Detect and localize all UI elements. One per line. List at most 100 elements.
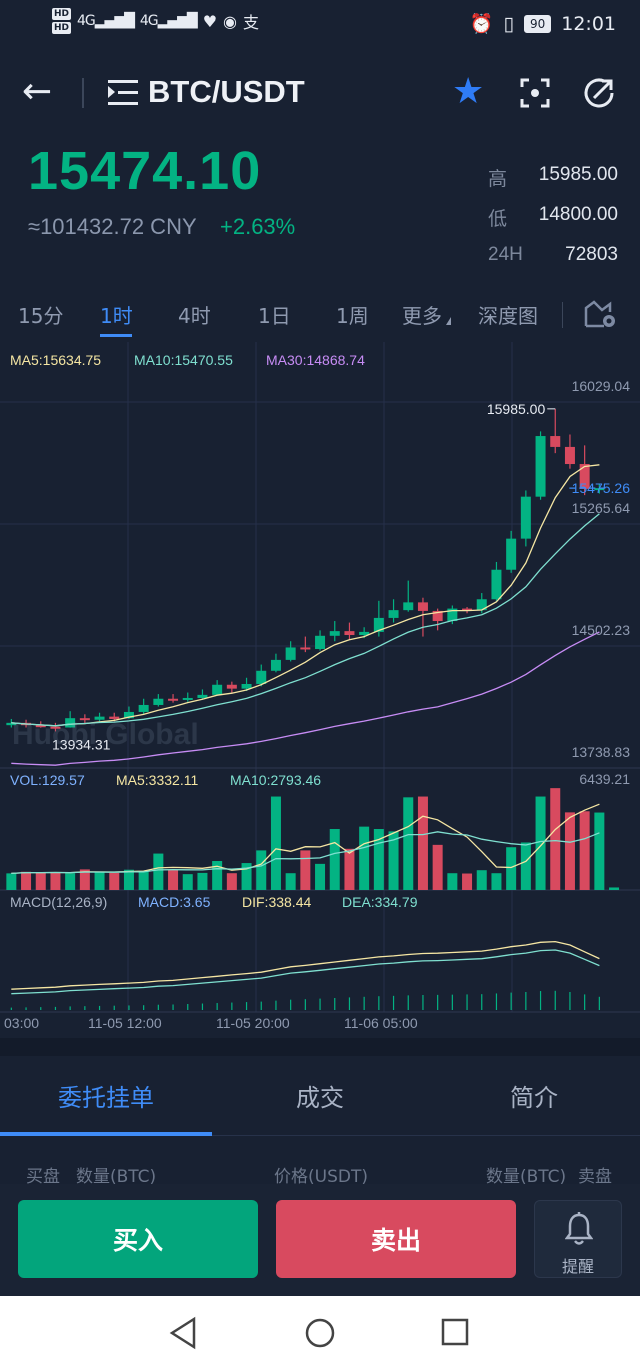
price-axis-label: 14502.23 (572, 622, 631, 638)
price-axis-label: 13738.83 (572, 744, 631, 760)
volume-bar (315, 863, 326, 890)
price-label: 价格(USDT) (274, 1167, 368, 1187)
share-icon[interactable] (582, 76, 616, 110)
nav-back-icon[interactable] (168, 1316, 198, 1350)
macd-title: MACD(12,26,9) (10, 894, 108, 910)
top-nav: ← BTC/USDT ★ (0, 64, 640, 124)
tab-orders[interactable]: 委托挂单 (58, 1084, 154, 1112)
tab-1w[interactable]: 1周 (336, 304, 369, 328)
status-left: HD HD 4G▂▄▆█ 4G▂▄▆█ ♥ ◉ 支 (52, 8, 259, 34)
candle-body (491, 569, 502, 600)
candle-body (123, 711, 134, 719)
candle-body (256, 670, 267, 684)
volume-bar (182, 874, 193, 890)
cny-price: ≈101432.72 CNY (28, 214, 197, 239)
volume-bar (35, 872, 46, 890)
time-axis-label: 11-05 20:00 (216, 1015, 290, 1031)
volume-bar (491, 873, 502, 890)
volume-bar (109, 872, 120, 890)
candle-body (344, 631, 355, 636)
volume-bar (506, 847, 517, 890)
volume-bar (256, 850, 267, 890)
volume-bar (462, 873, 473, 890)
clock: 12:01 (561, 12, 616, 35)
price-axis-label: 15265.64 (572, 500, 631, 516)
ask-qty-label: 数量(BTC) (486, 1167, 567, 1187)
max-marker-label: 15985.00 (487, 401, 546, 417)
low-value: 14800.00 (538, 204, 618, 225)
hd2-badge: HD (52, 22, 72, 34)
tab-depth[interactable]: 深度图 (478, 304, 538, 328)
ma30-legend: MA30:14868.74 (266, 352, 365, 368)
price-axis-label: 16029.04 (572, 378, 631, 394)
alipay-icon: 支 (243, 13, 260, 32)
bid-label: 买盘 (26, 1167, 60, 1187)
volume-bar (79, 869, 90, 890)
vol-ma10-legend: MA10:2793.46 (230, 772, 322, 788)
time-axis-label: 11-05 12:00 (88, 1015, 162, 1031)
ma30-line (11, 631, 600, 766)
tab-4h[interactable]: 4时 (178, 304, 211, 328)
order-book-tabs: 委托挂单 成交 简介 (0, 1056, 640, 1136)
volume-bar (270, 796, 281, 890)
volume-bar (21, 871, 32, 890)
buy-button[interactable]: 买入 (18, 1200, 258, 1278)
candle-body (168, 698, 179, 701)
hd-badges: HD HD (52, 8, 72, 34)
volume-bar (403, 797, 414, 890)
volume-bar (535, 796, 546, 890)
ma5-legend: MA5:15634.75 (10, 352, 102, 368)
volume-bar (344, 848, 355, 890)
kline-svg[interactable]: 16029.04 15265.64 14502.23 13738.83 15475.26… (0, 342, 640, 1038)
scan-icon[interactable] (520, 78, 550, 108)
price-stats: 高 15985.00 低 14800.00 24H 72803 (488, 164, 618, 284)
volume-bar (94, 872, 105, 890)
volume-bar (359, 826, 370, 890)
alert-label: 提醒 (561, 1257, 594, 1276)
volume-bar (226, 873, 237, 890)
chart-settings-icon[interactable] (584, 298, 618, 330)
volume-bar (153, 853, 164, 890)
alert-button[interactable]: 提醒 (534, 1200, 622, 1278)
sell-button[interactable]: 卖出 (276, 1200, 516, 1278)
volume-bar (241, 863, 252, 890)
watermark: Huobi Global (12, 718, 199, 751)
volume-bar (417, 796, 428, 890)
min-marker-label: 13934.31 (52, 737, 111, 753)
candle-body (138, 704, 149, 712)
macd-legend: MACD:3.65 (138, 894, 211, 910)
section-divider (0, 1038, 640, 1056)
tab-15m[interactable]: 15分 (18, 304, 64, 328)
nav-home-icon[interactable] (304, 1316, 336, 1350)
high-label: 高 (488, 169, 508, 190)
ma5-line (11, 464, 600, 727)
candle-body (329, 631, 340, 636)
volume-bar (6, 873, 17, 890)
volume-bar (285, 873, 296, 890)
ma10-line (11, 513, 600, 727)
candle-body (65, 718, 76, 728)
pair-title[interactable]: BTC/USDT (148, 74, 305, 109)
list-menu-icon[interactable] (108, 80, 138, 106)
tab-intro[interactable]: 简介 (510, 1084, 558, 1112)
candle-body (270, 659, 281, 671)
candle-body (79, 718, 90, 721)
volume-bar (447, 873, 458, 890)
candle-body (285, 647, 296, 660)
candle-body (550, 436, 561, 447)
price-change: +2.63% (220, 214, 296, 239)
book-tab-underline (0, 1132, 212, 1136)
star-icon[interactable]: ★ (452, 71, 485, 112)
hd1-badge: HD (52, 8, 72, 20)
kline-chart[interactable]: 16029.04 15265.64 14502.23 13738.83 15475.26… (0, 342, 640, 1038)
nav-recent-icon[interactable] (440, 1316, 470, 1350)
tab-1h[interactable]: 1时 (100, 304, 133, 328)
low-label: 低 (488, 209, 508, 230)
volume-bar (388, 831, 399, 890)
tab-trades[interactable]: 成交 (296, 1084, 344, 1112)
candle-body (564, 446, 575, 465)
candle-body (373, 617, 384, 632)
back-arrow-icon[interactable]: ← (22, 71, 53, 112)
tab-more[interactable]: 更多 (402, 300, 451, 329)
tab-1d[interactable]: 1日 (258, 304, 291, 328)
